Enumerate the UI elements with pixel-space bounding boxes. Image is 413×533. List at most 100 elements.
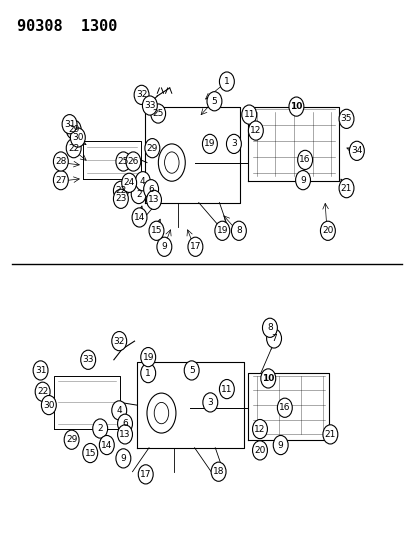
Circle shape <box>134 85 149 104</box>
Circle shape <box>248 121 263 140</box>
Text: 35: 35 <box>340 115 351 123</box>
Circle shape <box>252 419 267 439</box>
Circle shape <box>277 398 292 417</box>
Text: 20: 20 <box>321 227 333 235</box>
Text: 14: 14 <box>101 441 112 449</box>
Text: 1: 1 <box>223 77 229 86</box>
Circle shape <box>35 382 50 401</box>
Text: 8: 8 <box>235 227 241 235</box>
Circle shape <box>93 419 107 438</box>
Circle shape <box>70 128 85 147</box>
Text: 15: 15 <box>150 227 162 235</box>
Text: 21: 21 <box>340 184 351 192</box>
Circle shape <box>322 425 337 444</box>
Circle shape <box>338 109 353 128</box>
Text: 2: 2 <box>97 424 103 433</box>
Circle shape <box>266 329 281 348</box>
Text: 16: 16 <box>299 156 310 164</box>
Circle shape <box>320 221 335 240</box>
Text: 19: 19 <box>216 227 228 235</box>
Circle shape <box>252 441 267 460</box>
Text: 13: 13 <box>148 196 159 204</box>
Circle shape <box>113 181 128 200</box>
Circle shape <box>117 414 132 433</box>
Circle shape <box>140 348 155 367</box>
Circle shape <box>219 379 234 399</box>
Circle shape <box>288 97 303 116</box>
Circle shape <box>66 139 81 158</box>
Text: 25: 25 <box>117 157 129 166</box>
Circle shape <box>295 171 310 190</box>
Circle shape <box>135 172 150 191</box>
Text: 34: 34 <box>350 147 362 155</box>
Circle shape <box>349 141 363 160</box>
Circle shape <box>140 364 155 383</box>
Text: 32: 32 <box>113 337 125 345</box>
Text: 9: 9 <box>161 243 167 251</box>
Circle shape <box>112 401 126 420</box>
Circle shape <box>99 435 114 455</box>
Text: 10: 10 <box>261 374 274 383</box>
Text: 23: 23 <box>115 195 126 203</box>
Circle shape <box>231 221 246 240</box>
Circle shape <box>260 369 275 388</box>
Circle shape <box>273 435 287 455</box>
Circle shape <box>53 152 68 171</box>
Circle shape <box>121 173 136 192</box>
Circle shape <box>116 449 131 468</box>
Circle shape <box>219 72 234 91</box>
Circle shape <box>226 134 241 154</box>
Text: 10: 10 <box>290 102 302 111</box>
Text: 19: 19 <box>142 353 154 361</box>
Circle shape <box>53 171 68 190</box>
Text: 33: 33 <box>82 356 94 364</box>
Text: 3: 3 <box>230 140 236 148</box>
Text: 9: 9 <box>277 441 283 449</box>
Text: 29: 29 <box>68 125 79 134</box>
Text: 21: 21 <box>324 430 335 439</box>
Text: 2: 2 <box>135 190 141 198</box>
Circle shape <box>126 152 140 171</box>
Text: 11: 11 <box>243 110 254 119</box>
Text: 25: 25 <box>152 109 164 118</box>
Text: 20: 20 <box>254 446 265 455</box>
Text: 8: 8 <box>266 324 272 332</box>
Text: 28: 28 <box>55 157 66 166</box>
Text: 5: 5 <box>188 366 194 375</box>
Circle shape <box>297 150 312 169</box>
Circle shape <box>146 190 161 209</box>
Text: 32: 32 <box>135 91 147 99</box>
Text: 31: 31 <box>64 120 75 128</box>
Circle shape <box>113 189 128 208</box>
Circle shape <box>211 462 225 481</box>
Circle shape <box>112 332 126 351</box>
Circle shape <box>202 134 217 154</box>
Text: 4: 4 <box>116 406 122 415</box>
Text: 9: 9 <box>299 176 305 184</box>
Text: 24: 24 <box>123 179 135 187</box>
Text: 6: 6 <box>122 419 128 428</box>
Circle shape <box>188 237 202 256</box>
Text: 9: 9 <box>120 454 126 463</box>
Circle shape <box>142 96 157 115</box>
Circle shape <box>132 208 147 227</box>
Text: 17: 17 <box>140 470 151 479</box>
Circle shape <box>338 179 353 198</box>
Text: 29: 29 <box>66 435 77 444</box>
Circle shape <box>206 92 221 111</box>
Circle shape <box>66 120 81 139</box>
Text: 19: 19 <box>204 140 215 148</box>
Text: 3: 3 <box>207 398 213 407</box>
Text: 30: 30 <box>43 401 55 409</box>
Circle shape <box>149 221 164 240</box>
Circle shape <box>241 105 256 124</box>
Circle shape <box>214 221 229 240</box>
Circle shape <box>33 361 48 380</box>
Circle shape <box>138 465 153 484</box>
Text: 6: 6 <box>148 185 154 193</box>
Text: 18: 18 <box>212 467 224 476</box>
Text: 13: 13 <box>119 430 131 439</box>
Circle shape <box>81 350 95 369</box>
Text: 16: 16 <box>278 403 290 412</box>
Circle shape <box>150 104 165 123</box>
